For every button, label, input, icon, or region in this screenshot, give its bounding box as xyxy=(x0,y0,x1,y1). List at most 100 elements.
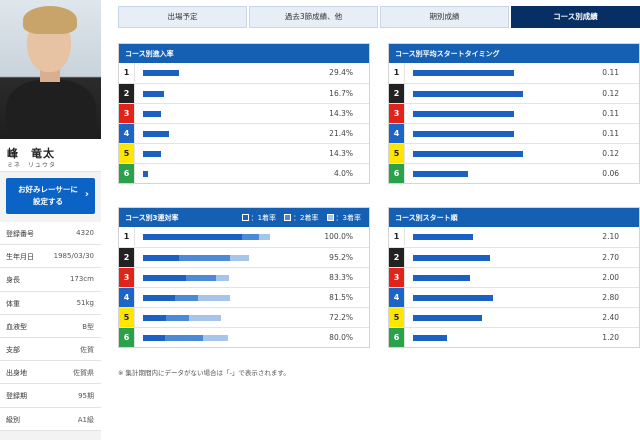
chart-legend: ：1着率 ：2着率 ：3着率 xyxy=(241,213,361,223)
bar xyxy=(413,70,514,76)
table-row: 3 0.11 xyxy=(389,103,639,123)
bar-segment-first xyxy=(143,234,242,240)
bar-fill xyxy=(143,131,169,137)
lane-number: 5 xyxy=(389,308,405,327)
lane-number: 6 xyxy=(389,164,405,183)
value-label: 14.3% xyxy=(329,149,353,158)
table-row: 6 80.0% xyxy=(119,327,369,347)
bar-segment-second xyxy=(175,295,198,301)
bar-segment-second xyxy=(166,315,189,321)
value-label: 0.11 xyxy=(602,129,619,138)
value-label: 0.11 xyxy=(602,109,619,118)
bar-segment-third xyxy=(198,295,230,301)
bar-segment-second xyxy=(186,275,216,281)
value-label: 2.00 xyxy=(602,273,619,282)
legend-second: ：2着率 xyxy=(284,213,319,223)
panel-title: コース別スタート順 xyxy=(395,214,458,222)
info-row: 登録期 95期 xyxy=(0,384,101,408)
bar xyxy=(413,91,523,97)
table-row: 6 0.06 xyxy=(389,163,639,183)
value-label: 100.0% xyxy=(324,232,353,241)
bar-fill xyxy=(413,315,482,321)
table-row: 3 83.3% xyxy=(119,267,369,287)
bar-fill xyxy=(413,295,493,301)
bar-fill xyxy=(413,91,523,97)
info-value: 佐賀 xyxy=(80,345,94,354)
bar-fill xyxy=(143,171,148,177)
bar xyxy=(413,234,473,240)
tab-1[interactable]: 出場予定 xyxy=(118,6,247,28)
value-label: 0.12 xyxy=(602,149,619,158)
lane-number: 6 xyxy=(119,164,135,183)
lane-number: 1 xyxy=(389,63,405,82)
start-timing-rows: 1 0.11 2 0.12 3 0.11 4 0.11 5 0.12 6 0.06 xyxy=(389,63,639,183)
bar-fill xyxy=(413,234,473,240)
racer-name: 峰 竜太 xyxy=(7,147,55,160)
value-label: 72.2% xyxy=(329,313,353,322)
info-label: 体重 xyxy=(6,299,20,308)
lane-number: 2 xyxy=(389,248,405,267)
set-favorite-racer-button[interactable]: お好みレーサーに 設定する › xyxy=(6,178,95,214)
info-row: 登録番号 4320 xyxy=(0,222,101,246)
bar-fill xyxy=(413,151,523,157)
value-label: 4.0% xyxy=(333,169,353,178)
value-label: 83.3% xyxy=(329,273,353,282)
table-row: 3 14.3% xyxy=(119,103,369,123)
info-value: 95期 xyxy=(78,392,94,401)
bar-fill xyxy=(413,111,514,117)
lane-number: 5 xyxy=(119,144,135,163)
panel-entry-rate: コース別進入率 1 29.4% 2 16.7% 3 14.3% 4 21.4% 5 14.3% 6 4… xyxy=(118,43,370,184)
bar-segment-first xyxy=(143,255,179,261)
bar xyxy=(143,151,161,157)
stacked-bar xyxy=(143,234,270,240)
bar-segment-first xyxy=(143,335,165,341)
table-row: 4 21.4% xyxy=(119,123,369,143)
racer-info-table: 登録番号 4320 生年月日 1985/03/30 身長 173cm 体重 51kg 血液型 B型… xyxy=(0,222,101,431)
value-label: 2.40 xyxy=(602,313,619,322)
top3-rate-rows: 1 100.0% 2 95.2% 3 83.3% 4 81.5% 5 72.2% 6 80.0% xyxy=(119,227,369,347)
racer-photo xyxy=(0,0,101,139)
bar-segment-third xyxy=(216,275,229,281)
info-label: 支部 xyxy=(6,345,20,354)
lane-number: 1 xyxy=(119,227,135,246)
bar-fill xyxy=(143,70,179,76)
tab-3[interactable]: 期別成績 xyxy=(380,6,509,28)
bar xyxy=(413,315,482,321)
stacked-bar xyxy=(143,295,230,301)
table-row: 2 16.7% xyxy=(119,83,369,103)
tab-2[interactable]: 過去3節成績、他 xyxy=(249,6,378,28)
info-value: 佐賀県 xyxy=(73,369,94,378)
table-row: 2 0.12 xyxy=(389,83,639,103)
bar-segment-third xyxy=(259,234,270,240)
bar-segment-first xyxy=(143,315,166,321)
value-label: 21.4% xyxy=(329,129,353,138)
value-label: 95.2% xyxy=(329,253,353,262)
table-row: 3 2.00 xyxy=(389,267,639,287)
value-label: 1.20 xyxy=(602,333,619,342)
panel-title: コース別平均スタートタイミング xyxy=(395,50,500,58)
tab-4[interactable]: コース別成績 xyxy=(511,6,640,28)
lane-number: 1 xyxy=(389,227,405,246)
bar-segment-second xyxy=(179,255,230,261)
bar-segment-second xyxy=(242,234,259,240)
info-row: 身長 173cm xyxy=(0,268,101,292)
info-value: B型 xyxy=(82,322,94,331)
lane-number: 1 xyxy=(119,63,135,82)
bar-fill xyxy=(413,335,447,341)
value-label: 16.7% xyxy=(329,89,353,98)
lane-number: 5 xyxy=(389,144,405,163)
value-label: 0.12 xyxy=(602,89,619,98)
lane-number: 4 xyxy=(119,124,135,143)
panel-top3-rate: コース別3連対率 ：1着率 ：2着率 ：3着率 1 100.0% 2 95.2% 3 83… xyxy=(118,207,370,348)
table-row: 1 100.0% xyxy=(119,227,369,247)
bar-segment-third xyxy=(203,335,228,341)
panel-start-order: コース別スタート順 1 2.10 2 2.70 3 2.00 4 2.80 5 2.40 6 1.20 xyxy=(388,207,640,348)
bar-fill xyxy=(143,151,161,157)
lane-number: 3 xyxy=(389,268,405,287)
table-row: 1 29.4% xyxy=(119,63,369,83)
bar-segment-second xyxy=(165,335,203,341)
table-row: 5 0.12 xyxy=(389,143,639,163)
lane-number: 4 xyxy=(389,288,405,307)
table-row: 2 95.2% xyxy=(119,247,369,267)
bar-segment-third xyxy=(230,255,249,261)
